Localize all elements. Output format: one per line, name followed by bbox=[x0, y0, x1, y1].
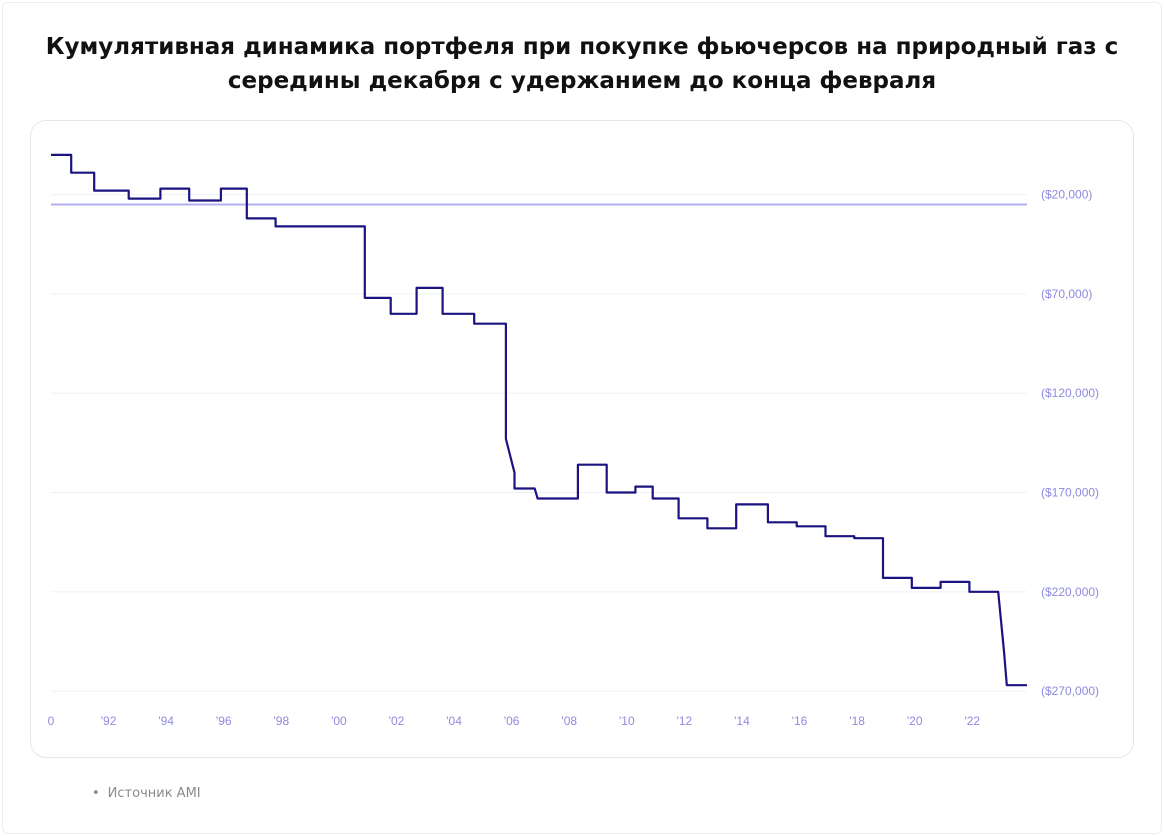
x-tick-label: '22 bbox=[964, 714, 980, 728]
source-note: • Источник AMI bbox=[92, 786, 201, 801]
x-tick-label: 0 bbox=[48, 714, 55, 728]
x-tick-label: '20 bbox=[907, 714, 923, 728]
y-tick-label: ($120,000) bbox=[1041, 386, 1099, 400]
chart-title: Кумулятивная динамика портфеля при покуп… bbox=[45, 34, 1119, 94]
x-tick-label: '02 bbox=[389, 714, 405, 728]
x-tick-label: '06 bbox=[504, 714, 520, 728]
source-bullet: • bbox=[92, 786, 100, 801]
x-tick-label: '14 bbox=[734, 714, 750, 728]
y-tick-label: ($270,000) bbox=[1041, 684, 1099, 698]
x-axis-ticks: 0 '92 '94 '96 '98 '00 '02 '04 '06 '08 '10 '12 '14 '16… bbox=[48, 714, 981, 728]
x-tick-label: '18 bbox=[849, 714, 865, 728]
y-tick-label: ($20,000) bbox=[1041, 188, 1092, 202]
series-group bbox=[51, 153, 1027, 687]
x-tick-label: '08 bbox=[561, 714, 577, 728]
x-tick-label: '94 bbox=[158, 714, 174, 728]
x-tick-label: '12 bbox=[677, 714, 693, 728]
y-tick-label: ($220,000) bbox=[1041, 585, 1099, 599]
grid-lines bbox=[51, 194, 1027, 692]
y-tick-label: ($70,000) bbox=[1041, 287, 1092, 301]
source-text: Источник AMI bbox=[107, 786, 201, 801]
y-tick-label: ($170,000) bbox=[1041, 486, 1099, 500]
series-line-0 bbox=[51, 153, 1027, 687]
line-chart: ($20,000) ($70,000) ($120,000) ($170,000) ($… bbox=[48, 153, 1099, 728]
x-tick-label: '10 bbox=[619, 714, 635, 728]
x-tick-label: '98 bbox=[274, 714, 290, 728]
chart-card: ($20,000) ($70,000) ($120,000) ($170,000) ($… bbox=[30, 120, 1134, 758]
x-tick-label: '16 bbox=[792, 714, 808, 728]
x-tick-label: '04 bbox=[446, 714, 462, 728]
x-tick-label: '92 bbox=[101, 714, 117, 728]
x-tick-label: '00 bbox=[331, 714, 347, 728]
x-tick-label: '96 bbox=[216, 714, 232, 728]
y-axis-ticks: ($20,000) ($70,000) ($120,000) ($170,000) ($… bbox=[1041, 188, 1099, 699]
